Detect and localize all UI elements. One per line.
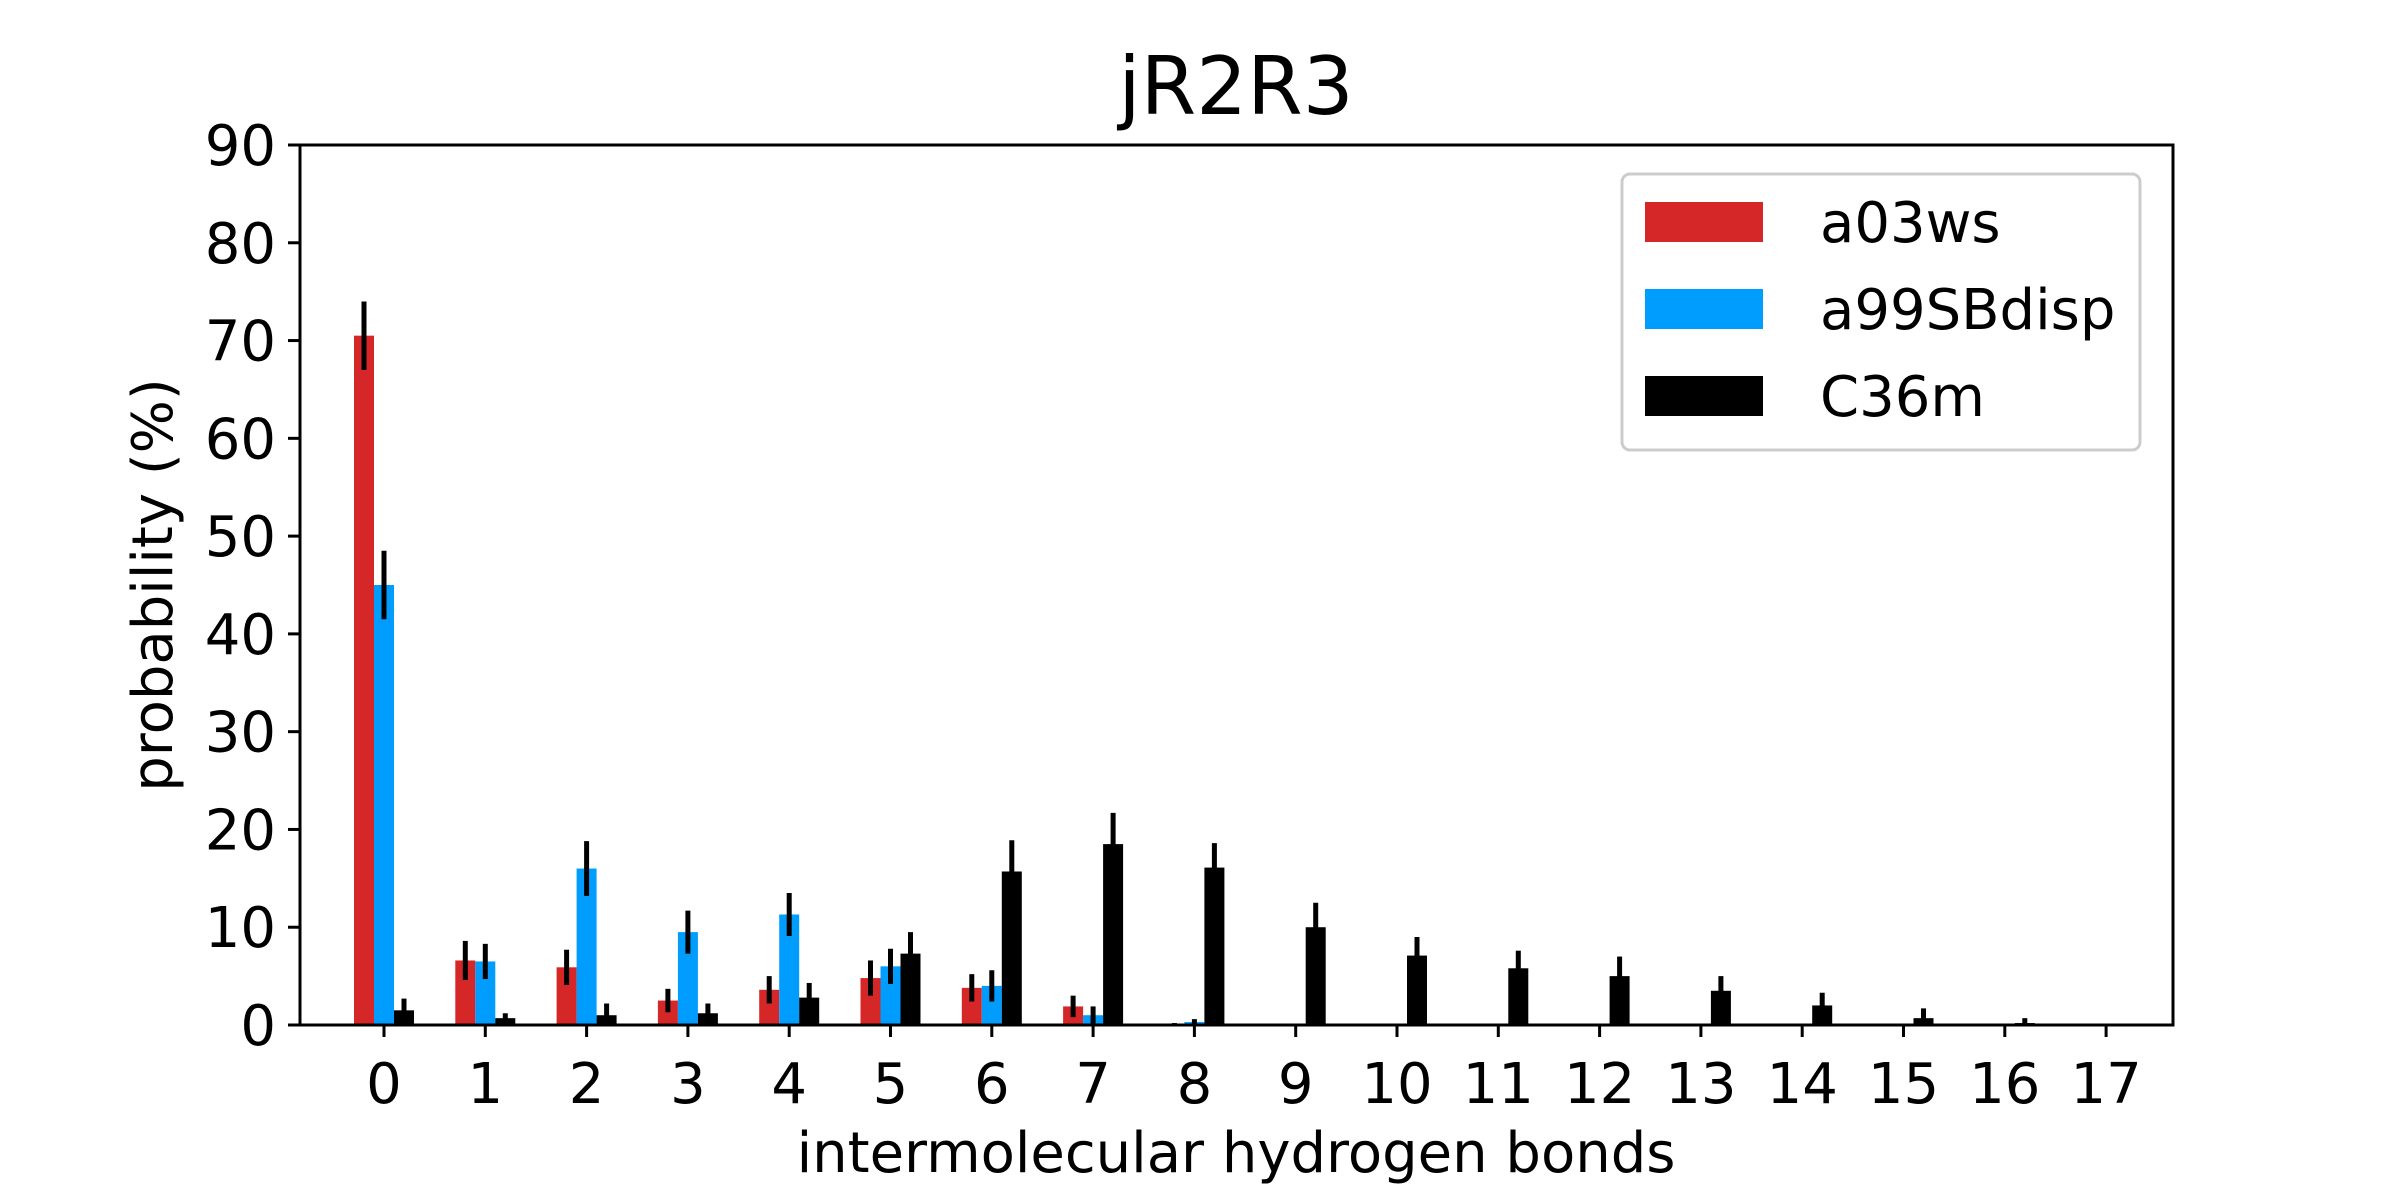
- bar-C36m-6: [1001, 871, 1022, 1025]
- bars-group: [354, 335, 2035, 1026]
- bar-a99SBdisp-1: [475, 961, 496, 1025]
- x-tick-label-6: 6: [974, 1052, 1010, 1117]
- y-tick-label-80: 80: [205, 212, 276, 277]
- y-tick-label-60: 60: [205, 407, 276, 472]
- bar-a03ws-3: [657, 1000, 678, 1025]
- bar-a99SBdisp-6: [981, 985, 1002, 1025]
- legend-label-C36m: C36m: [1820, 365, 1985, 430]
- bar-C36m-8: [1204, 867, 1225, 1025]
- x-tick-label-2: 2: [569, 1052, 605, 1117]
- legend: a03ws a99SBdisp C36m: [1620, 172, 2142, 452]
- legend-swatch-a03ws: [1645, 202, 1763, 242]
- x-tick-label-3: 3: [670, 1052, 706, 1117]
- bar-a03ws-6: [961, 987, 982, 1025]
- bar-a99SBdisp-5: [880, 966, 901, 1025]
- y-tick-label-20: 20: [205, 798, 276, 863]
- x-tick-label-12: 12: [1564, 1052, 1635, 1117]
- y-tick-label-90: 90: [205, 114, 276, 179]
- x-axis: 0 1 2 3 4 5 6 7 8 9 10 11 12 13 14 15 16 17: [366, 1025, 2142, 1117]
- bar-C36m-9: [1305, 927, 1326, 1025]
- chart-title: jR2R3: [1116, 40, 1353, 133]
- y-tick-label-70: 70: [205, 310, 276, 375]
- x-tick-label-1: 1: [467, 1052, 503, 1117]
- x-tick-label-11: 11: [1463, 1052, 1534, 1117]
- x-tick-label-17: 17: [2070, 1052, 2141, 1117]
- y-tick-label-30: 30: [205, 701, 276, 766]
- x-tick-label-5: 5: [873, 1052, 909, 1117]
- bar-a03ws-0: [354, 335, 374, 1026]
- bar-C36m-5: [900, 953, 921, 1025]
- bar-a03ws-1: [455, 960, 476, 1025]
- x-tick-label-7: 7: [1075, 1052, 1111, 1117]
- plot-frame: [298, 143, 2175, 1027]
- legend-swatch-a99SBdisp: [1645, 289, 1763, 329]
- y-tick-label-0: 0: [240, 994, 276, 1059]
- x-tick-label-0: 0: [366, 1052, 402, 1117]
- x-tick-label-15: 15: [1868, 1052, 1939, 1117]
- bar-C36m-11: [1508, 968, 1529, 1025]
- y-tick-label-50: 50: [205, 505, 276, 570]
- y-tick-label-40: 40: [205, 603, 276, 668]
- bar-a99SBdisp-2: [576, 868, 597, 1025]
- bar-a03ws-5: [860, 978, 881, 1025]
- bar-C36m-10: [1407, 955, 1427, 1025]
- x-tick-label-10: 10: [1361, 1052, 1432, 1117]
- legend-label-a03ws: a03ws: [1820, 191, 2001, 256]
- bar-C36m-7: [1103, 844, 1124, 1025]
- bar-a03ws-2: [556, 967, 577, 1025]
- bar-C36m-12: [1609, 976, 1630, 1025]
- bar-a99SBdisp-4: [779, 914, 800, 1025]
- y-axis: 0 10 20 30 40 50 60 70 80 90: [205, 114, 300, 1059]
- legend-swatch-C36m: [1645, 376, 1763, 416]
- x-axis-label: intermolecular hydrogen bonds: [797, 1121, 1676, 1186]
- y-axis-label: probability (%): [121, 378, 186, 792]
- legend-label-a99SBdisp: a99SBdisp: [1820, 278, 2115, 343]
- bar-a99SBdisp-3: [677, 932, 698, 1025]
- x-tick-label-4: 4: [771, 1052, 807, 1117]
- x-tick-label-16: 16: [1969, 1052, 2040, 1117]
- x-tick-label-9: 9: [1278, 1052, 1314, 1117]
- bar-C36m-13: [1710, 990, 1731, 1025]
- x-tick-label-13: 13: [1665, 1052, 1736, 1117]
- y-tick-label-10: 10: [205, 896, 276, 961]
- x-tick-label-8: 8: [1177, 1052, 1213, 1117]
- bar-a99SBdisp-0: [374, 585, 394, 1025]
- x-tick-label-14: 14: [1767, 1052, 1838, 1117]
- bar-a03ws-4: [759, 989, 780, 1025]
